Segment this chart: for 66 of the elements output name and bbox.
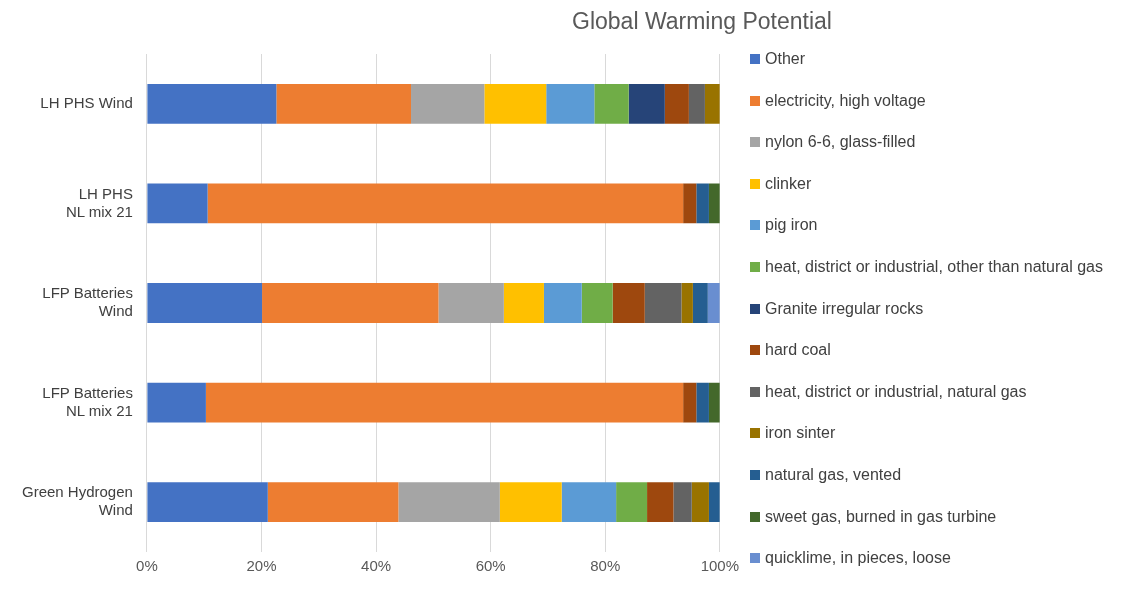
x-tick-label: 0%	[136, 557, 158, 575]
x-tick-label: 20%	[246, 557, 277, 575]
bar	[262, 283, 439, 323]
legend-label: heat, district or industrial, natural gas	[765, 382, 1027, 401]
bar	[503, 283, 544, 323]
bar	[484, 83, 547, 124]
bar	[644, 283, 682, 323]
bar	[411, 83, 485, 124]
bar	[708, 382, 720, 423]
bar	[647, 482, 674, 523]
legend-label: sweet gas, burned in gas turbine	[765, 507, 997, 526]
bar	[499, 482, 562, 523]
bar	[696, 183, 709, 224]
bar	[546, 83, 595, 124]
bar	[673, 482, 692, 523]
legend-label: nylon 6-6, glass-filled	[765, 133, 916, 152]
bar	[708, 482, 720, 523]
bar	[683, 183, 697, 224]
x-tick-label: 40%	[361, 557, 392, 575]
x-tick-label: 60%	[475, 557, 506, 575]
bar	[561, 482, 617, 523]
bar	[398, 482, 500, 523]
legend-label: hard coal	[765, 341, 831, 360]
bar	[683, 382, 697, 423]
bar	[147, 83, 277, 124]
bar	[581, 283, 613, 323]
bar	[628, 83, 665, 124]
legend-label: natural gas, vented	[765, 465, 902, 484]
bar	[205, 382, 684, 423]
bar	[147, 382, 206, 423]
bar	[147, 183, 208, 224]
legend-label: clinker	[765, 174, 812, 193]
legend-label: quicklime, in pieces, loose	[765, 549, 951, 568]
y-tick-label: Green Hydrogen Wind	[21, 483, 133, 519]
bar	[612, 283, 645, 323]
bar	[594, 83, 629, 124]
legend-label: Granite irregular rocks	[765, 299, 924, 318]
chart-title: Global Warming Potential	[571, 8, 833, 35]
bar	[681, 283, 693, 323]
bar	[267, 482, 399, 523]
y-tick-label: LFP Batteries NL mix 21	[42, 383, 133, 419]
bar	[664, 83, 689, 124]
x-tick-label: 100%	[700, 557, 740, 575]
legend-label: iron sinter	[765, 424, 836, 443]
bar	[704, 83, 720, 124]
x-tick-label: 80%	[590, 557, 621, 575]
bar	[696, 382, 709, 423]
bar	[692, 283, 708, 323]
legend-label: Other	[765, 50, 806, 68]
bar	[688, 83, 705, 124]
bar	[438, 283, 504, 323]
legend-label: pig iron	[765, 216, 818, 235]
bar	[708, 183, 720, 224]
legend-label: heat, district or industrial, other than natural gas	[765, 257, 1103, 276]
bar	[616, 482, 648, 523]
bar	[691, 482, 709, 523]
y-tick-label: LFP Batteries Wind	[42, 284, 133, 320]
bar	[707, 283, 720, 323]
y-tick-label: LH PHS NL mix 21	[65, 184, 133, 220]
y-tick-label: LH PHS Wind	[40, 93, 133, 111]
bar	[276, 83, 412, 124]
bar	[543, 283, 582, 323]
legend-label: electricity, high voltage	[765, 91, 926, 110]
bar	[147, 283, 263, 323]
bar	[207, 183, 684, 224]
bar	[147, 482, 268, 523]
